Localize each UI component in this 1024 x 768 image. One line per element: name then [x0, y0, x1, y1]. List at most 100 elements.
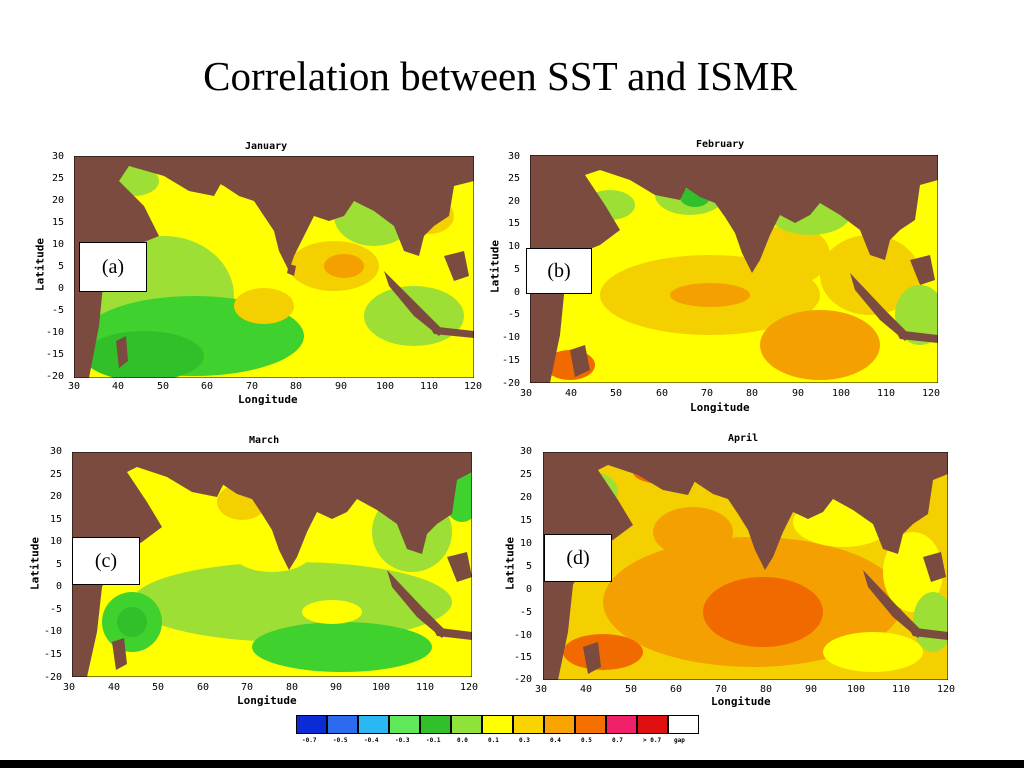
colorbar-label: 0.5	[581, 737, 592, 744]
map-title: January	[245, 141, 288, 152]
y-tick: 15	[520, 515, 533, 526]
map-title: February	[696, 139, 745, 150]
x-tick: 120	[460, 682, 479, 693]
x-tick: 110	[892, 684, 911, 695]
x-tick: 60	[201, 381, 214, 392]
colorbar-swatch	[544, 715, 575, 734]
x-tick: 40	[112, 381, 125, 392]
y-tick: 0	[58, 283, 65, 294]
x-tick: 120	[937, 684, 956, 695]
panel-label: (b)	[526, 248, 592, 294]
x-tick: 80	[746, 388, 759, 399]
colorbar-swatch	[296, 715, 327, 734]
y-tick: 10	[52, 239, 65, 250]
x-tick: 110	[416, 682, 435, 693]
y-tick: 20	[50, 491, 63, 502]
x-tick: 100	[376, 381, 395, 392]
y-tick: 5	[58, 261, 65, 272]
y-tick: -10	[514, 630, 533, 641]
y-tick: -20	[44, 672, 63, 683]
slide-title: Correlation between SST and ISMR	[203, 53, 797, 99]
x-tick: 90	[805, 684, 818, 695]
y-axis-label: Latitude	[488, 240, 502, 293]
colorbar-swatch	[668, 715, 699, 734]
colorbar-swatch	[358, 715, 389, 734]
y-tick: -10	[46, 327, 65, 338]
y-tick: -15	[514, 652, 533, 663]
colorbar-label: 0.4	[550, 737, 561, 744]
colorbar-label: -0.1	[426, 737, 441, 744]
x-tick: 60	[670, 684, 683, 695]
panel-march: March Latitude 30 25 20 15 10 5 0 -5 -10…	[28, 432, 490, 710]
colorbar-swatch	[513, 715, 544, 734]
colorbar-label: -0.3	[395, 737, 410, 744]
y-tick: 10	[520, 538, 533, 549]
y-tick: 10	[508, 241, 521, 252]
y-tick: -5	[52, 305, 65, 316]
x-tick: 30	[68, 381, 81, 392]
colorbar-label: -0.5	[333, 737, 348, 744]
y-tick: 0	[526, 584, 533, 595]
y-tick: -20	[514, 674, 533, 685]
y-tick: 0	[514, 287, 521, 298]
x-tick: 100	[847, 684, 866, 695]
sst-correlation-map-february	[530, 155, 938, 383]
colorbar-swatch	[389, 715, 420, 734]
y-tick: 20	[52, 195, 65, 206]
y-tick: -15	[502, 355, 521, 366]
x-tick: 30	[535, 684, 548, 695]
x-tick: 120	[464, 381, 483, 392]
colorbar-label: -0.7	[302, 737, 317, 744]
colorbar-swatch	[420, 715, 451, 734]
x-tick: 30	[63, 682, 76, 693]
y-tick: 20	[520, 492, 533, 503]
x-tick: 50	[625, 684, 638, 695]
x-tick: 60	[197, 682, 210, 693]
y-tick: 25	[52, 173, 65, 184]
x-tick: 100	[832, 388, 851, 399]
y-axis-label: Latitude	[33, 238, 47, 291]
y-tick: 5	[56, 559, 63, 570]
panel-april: April Latitude 30 25 20 15 10 5 0 -5 -10…	[500, 432, 970, 710]
y-tick: 15	[52, 217, 65, 228]
y-tick: 5	[526, 561, 533, 572]
y-tick: 20	[508, 196, 521, 207]
y-tick: 30	[520, 446, 533, 457]
bottom-bar	[0, 760, 1024, 768]
y-tick: 30	[50, 446, 63, 457]
colorbar-swatch	[482, 715, 513, 734]
x-axis-label: Longitude	[238, 393, 298, 406]
x-tick: 90	[330, 682, 343, 693]
y-tick: -15	[46, 349, 65, 360]
panel-january: January Latitude 30 25 20 15 10 5 0 -5 -…	[30, 138, 490, 410]
x-tick: 70	[246, 381, 259, 392]
y-tick: -10	[44, 626, 63, 637]
y-tick: 0	[56, 581, 63, 592]
y-axis-label: Latitude	[28, 537, 42, 590]
x-tick: 70	[715, 684, 728, 695]
y-tick: 25	[520, 469, 533, 480]
panel-label: (d)	[544, 534, 612, 582]
x-tick: 90	[335, 381, 348, 392]
y-tick: -5	[50, 604, 63, 615]
x-tick: 80	[760, 684, 773, 695]
colorbar-label: 0.3	[519, 737, 530, 744]
x-tick: 50	[610, 388, 623, 399]
y-tick: 10	[50, 536, 63, 547]
y-tick: 15	[50, 514, 63, 525]
y-tick: 25	[50, 469, 63, 480]
x-tick: 50	[152, 682, 165, 693]
colorbar-swatch	[575, 715, 606, 734]
x-axis-label: Longitude	[690, 401, 750, 414]
colorbar-label: 0.0	[457, 737, 468, 744]
x-tick: 70	[241, 682, 254, 693]
x-tick: 40	[580, 684, 593, 695]
y-tick: 30	[508, 151, 521, 162]
y-tick: -5	[508, 309, 521, 320]
colorbar-swatch	[637, 715, 668, 734]
y-tick: -15	[44, 649, 63, 660]
map-title: March	[249, 435, 280, 446]
x-tick: 40	[108, 682, 121, 693]
x-tick: 40	[565, 388, 578, 399]
x-axis-label: Longitude	[237, 694, 297, 707]
